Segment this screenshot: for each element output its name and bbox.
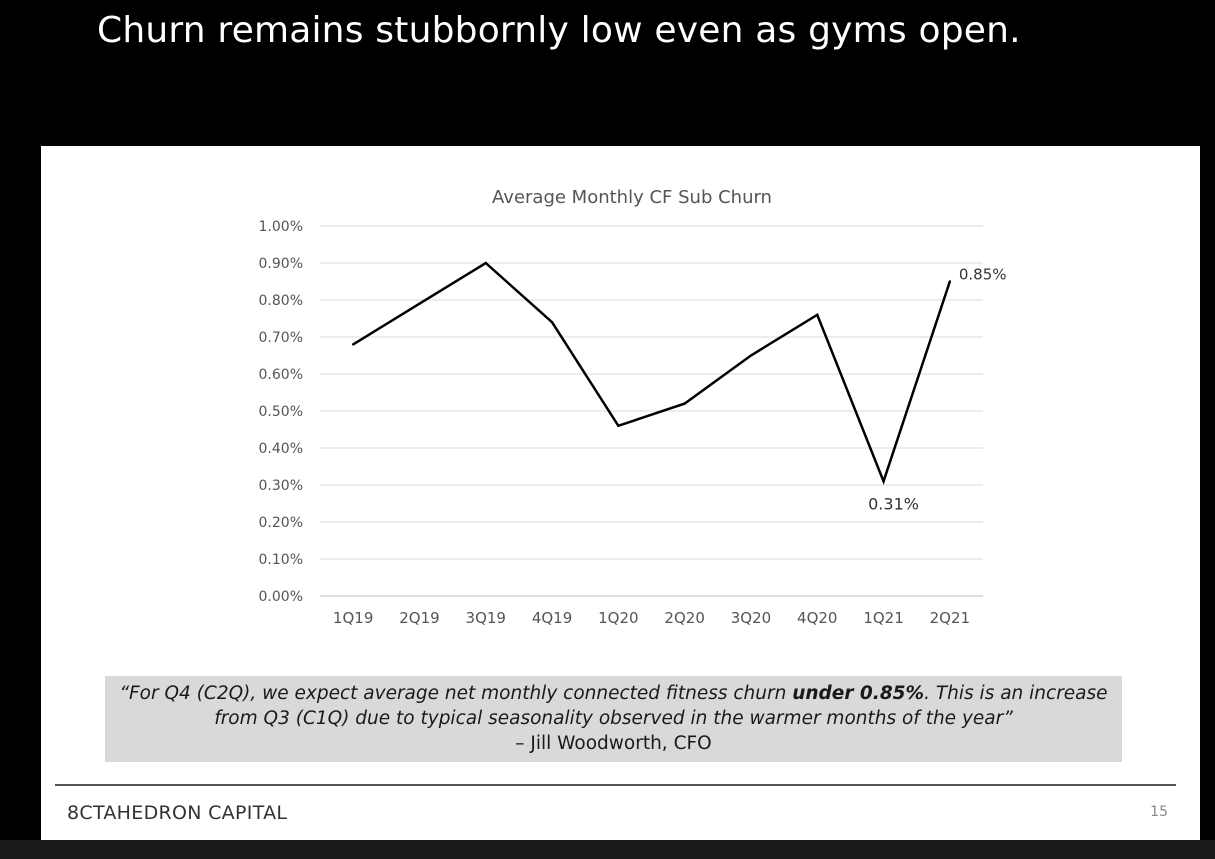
x-tick-label: 3Q19 (466, 609, 506, 627)
churn-series-line (352, 261, 952, 485)
x-tick-label: 2Q21 (930, 609, 970, 627)
quote-line-1-start: “For Q4 (C2Q), we expect average net mon… (119, 683, 793, 704)
x-tick-label: 1Q19 (333, 609, 373, 627)
cfo-quote-box: “For Q4 (C2Q), we expect average net mon… (105, 676, 1122, 762)
slide-body: Average Monthly CF Sub Churn 0.00% 0.10% 0… (41, 146, 1200, 840)
y-tick-label: 0.70% (259, 330, 303, 346)
data-point (683, 402, 686, 405)
quote-line-1: “For Q4 (C2Q), we expect average net mon… (105, 681, 1122, 706)
y-tick-label: 0.50% (259, 404, 303, 420)
y-tick-label: 0.20% (259, 515, 303, 531)
y-tick-label: 0.00% (259, 589, 303, 605)
data-point (617, 424, 620, 427)
y-tick-label: 0.60% (259, 367, 303, 383)
page-number: 15 (1150, 804, 1168, 820)
y-tick-label: 0.40% (259, 441, 303, 457)
data-point (816, 313, 819, 316)
data-point (351, 343, 355, 346)
y-tick-label: 0.80% (259, 293, 303, 309)
quote-attribution: – Jill Woodworth, CFO (515, 733, 712, 754)
quote-emphasis: under 0.85% (792, 683, 925, 704)
y-tick-label: 0.90% (259, 256, 303, 272)
x-tick-label: 3Q20 (731, 609, 771, 627)
quote-line-1-end: . This is an increase (924, 683, 1108, 704)
x-tick-label: 2Q19 (399, 609, 439, 627)
data-point (749, 354, 753, 357)
bottom-bar (0, 840, 1215, 859)
x-tick-label: 4Q19 (532, 609, 572, 627)
data-point (484, 261, 487, 265)
data-point (948, 280, 952, 283)
y-tick-label: 0.10% (259, 552, 303, 568)
x-tick-label: 4Q20 (797, 609, 837, 627)
quote-line-2: from Q3 (C1Q) due to typical seasonality… (214, 708, 1013, 729)
x-tick-label: 1Q21 (863, 609, 903, 627)
data-point (418, 302, 421, 305)
data-point (550, 321, 554, 324)
chart-title: Average Monthly CF Sub Churn (492, 187, 772, 208)
data-label: 0.31% (868, 494, 919, 513)
slide-headline: Churn remains stubbornly low even as gym… (97, 10, 1021, 51)
data-point (882, 480, 885, 483)
data-label: 0.85% (959, 266, 1007, 284)
x-tick-label: 1Q20 (598, 609, 638, 627)
y-tick-label: 0.30% (259, 478, 303, 494)
footer-divider (55, 784, 1176, 786)
footer-logo: 8CTAHEDRON CAPITAL (67, 802, 288, 824)
x-tick-label: 2Q20 (664, 609, 704, 627)
churn-line-chart: Average Monthly CF Sub Churn 0.00% 0.10% 0… (259, 187, 1007, 627)
y-tick-label: 1.00% (259, 219, 303, 235)
